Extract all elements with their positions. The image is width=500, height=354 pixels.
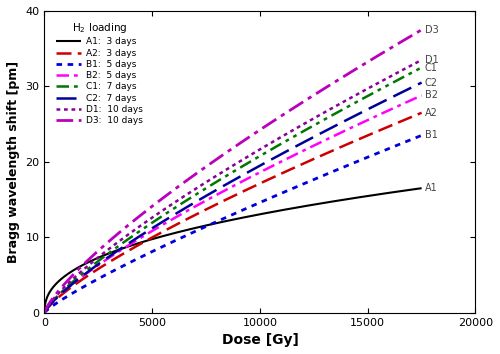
- Text: C1: C1: [425, 63, 438, 73]
- Text: A1: A1: [425, 183, 438, 193]
- Y-axis label: Bragg wavelength shift [pm]: Bragg wavelength shift [pm]: [7, 61, 20, 263]
- Text: D3: D3: [425, 25, 438, 35]
- Text: A2: A2: [425, 108, 438, 118]
- X-axis label: Dose [Gy]: Dose [Gy]: [222, 333, 298, 347]
- Text: B2: B2: [425, 90, 438, 101]
- Text: B1: B1: [425, 130, 438, 141]
- Legend: A1:  3 days, A2:  3 days, B1:  5 days, B2:  5 days, C1:  7 days, C2:  7 days, D1: A1: 3 days, A2: 3 days, B1: 5 days, B2: …: [54, 18, 146, 128]
- Text: D1: D1: [425, 55, 438, 65]
- Text: C2: C2: [425, 78, 438, 87]
